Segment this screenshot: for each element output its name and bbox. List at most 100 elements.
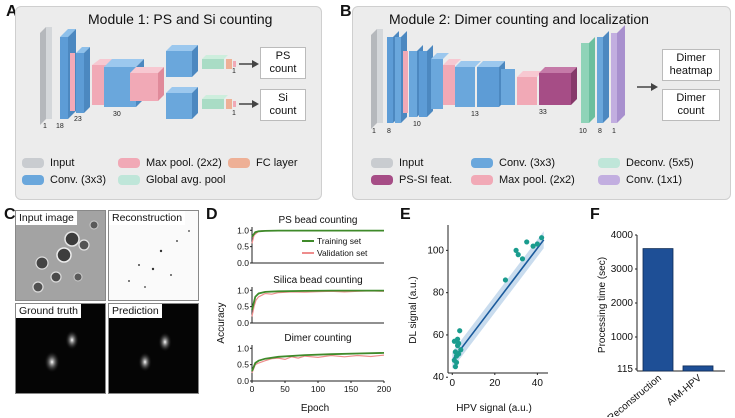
validation-line <box>251 290 385 317</box>
y-tick-label: 80 <box>433 288 445 299</box>
panel-label-b: B <box>340 3 352 20</box>
m1-branch1-arrowhead <box>252 60 259 68</box>
y-tick-label: 1.0 <box>237 225 249 235</box>
m1-conv2 <box>76 53 84 113</box>
m1-conv2-side <box>84 47 90 113</box>
m2-legend-maxpool-swatch <box>471 175 493 185</box>
y-tick-label: 0.5 <box>237 242 249 252</box>
m2-conv2b <box>419 51 427 117</box>
m2-legend-pssi-swatch <box>371 175 393 185</box>
tile-prediction: Prediction <box>108 303 199 394</box>
accuracy-chart-title: Dimer counting <box>284 333 351 344</box>
tile-reconstruction: Reconstruction <box>108 210 199 301</box>
x-category-label: AIM-HPV <box>665 373 704 408</box>
m2-conv1a <box>387 37 393 123</box>
y-tick-label: 0.0 <box>237 258 249 268</box>
scatter-point <box>502 277 509 283</box>
m1-branch2-conv-side <box>192 87 198 119</box>
scatter-point <box>453 359 460 366</box>
scatter-point <box>454 336 461 342</box>
x-tick-label: 150 <box>344 384 358 394</box>
input-image-microscopy <box>16 211 105 300</box>
panel-label-d: D <box>206 206 218 223</box>
panel-label-e: E <box>400 206 411 223</box>
m1-conv3-top <box>104 59 144 67</box>
m2-legend-input-swatch <box>371 158 393 168</box>
scatter-point <box>539 235 545 241</box>
scatter-chart: DL signal (a.u.) HPV signal (a.u.) 40 60 8… <box>408 225 548 414</box>
m2-maxpool3-top <box>517 71 543 77</box>
scatter-point <box>456 351 462 357</box>
m1-branch1-gap-top <box>202 55 228 59</box>
m1-input-layer-side <box>40 27 46 125</box>
m1-branch2-fc2 <box>233 101 236 107</box>
m1-num-4: 30 <box>113 111 121 118</box>
y-tick-label: 0.0 <box>237 376 249 386</box>
y-tick-label: 60 <box>433 330 445 341</box>
m1-legend-input-label: Input <box>50 157 75 169</box>
m1-num-3: 23 <box>74 116 82 123</box>
m1-legend-maxpool-swatch <box>118 158 140 168</box>
accuracy-y-label: Accuracy <box>216 302 227 343</box>
bar-reconstruction <box>642 248 674 372</box>
tile-ground-truth-label: Ground truth <box>16 304 81 318</box>
bar-aim-hpv <box>682 365 714 372</box>
m1-branch1-conv <box>166 51 192 77</box>
scatter-point <box>534 241 540 247</box>
dl-signal-y-label: DL signal (a.u.) <box>408 276 419 343</box>
m1-legend-fc-swatch <box>228 158 250 168</box>
panel-label-c: C <box>4 206 16 223</box>
m2-deconv1-side <box>589 37 595 123</box>
y-tick-label: 3000 <box>611 264 634 275</box>
m2-conv1x1-side <box>617 25 625 123</box>
m2-conv1x1 <box>611 33 617 123</box>
bead <box>64 231 80 247</box>
m1-num-5: 1 <box>232 68 236 75</box>
m1-num-6: 1 <box>232 110 236 117</box>
prediction-image <box>109 304 198 393</box>
m2-num-4: 13 <box>471 111 479 118</box>
bead <box>78 239 90 251</box>
m1-branch1-gap <box>202 59 224 69</box>
legend-training-label: Training set <box>317 236 362 246</box>
training-line <box>251 289 384 311</box>
m2-conv3c <box>501 69 515 105</box>
y-tick-label: 4000 <box>611 230 634 241</box>
m2-num-2: 8 <box>387 128 391 135</box>
y-tick-label: 40 <box>433 372 445 383</box>
m1-legend-gap-swatch <box>118 175 140 185</box>
m1-branch2-conv <box>166 93 192 119</box>
m2-maxpool3 <box>517 77 537 105</box>
m2-legend-conv: Conv. (3x3) <box>471 157 555 169</box>
m1-maxpool3 <box>130 73 158 101</box>
x-category-label: Reconstruction <box>606 373 664 417</box>
m2-legend-input-label: Input <box>399 157 424 169</box>
ground-truth-image <box>16 304 105 393</box>
m2-pssi-feat <box>539 73 571 105</box>
y-tick-label: 1.0 <box>237 343 249 353</box>
y-tick-label: 2000 <box>611 298 634 309</box>
bead <box>56 247 72 263</box>
m1-branch1-fc2 <box>233 61 236 67</box>
y-tick-label: 0.5 <box>237 360 249 370</box>
m1-legend-input-swatch <box>22 158 44 168</box>
m2-legend-deconv: Deconv. (5x5) <box>598 157 694 169</box>
m1-maxpool1 <box>70 53 75 111</box>
m1-legend-maxpool-label: Max pool. (2x2) <box>146 157 222 169</box>
training-line <box>251 352 385 372</box>
m1-legend-fc: FC layer <box>228 157 298 169</box>
module2-title: Module 2: Dimer counting and localizatio… <box>389 11 649 27</box>
accuracy-chart-title: PS bead counting <box>279 215 358 226</box>
validation-line <box>251 354 385 374</box>
x-tick-label: 200 <box>377 384 391 394</box>
m2-conv2a <box>409 51 417 117</box>
m2-maxpool2 <box>443 65 455 105</box>
panel-label-a: A <box>6 3 18 20</box>
m1-legend-fc-label: FC layer <box>256 157 298 169</box>
m1-legend-conv-swatch <box>22 175 44 185</box>
m2-input <box>377 29 383 123</box>
m2-num-7: 8 <box>598 128 602 135</box>
bead <box>73 272 83 282</box>
m1-conv1-top <box>60 29 76 37</box>
m1-branch2-arrowhead <box>252 100 259 108</box>
